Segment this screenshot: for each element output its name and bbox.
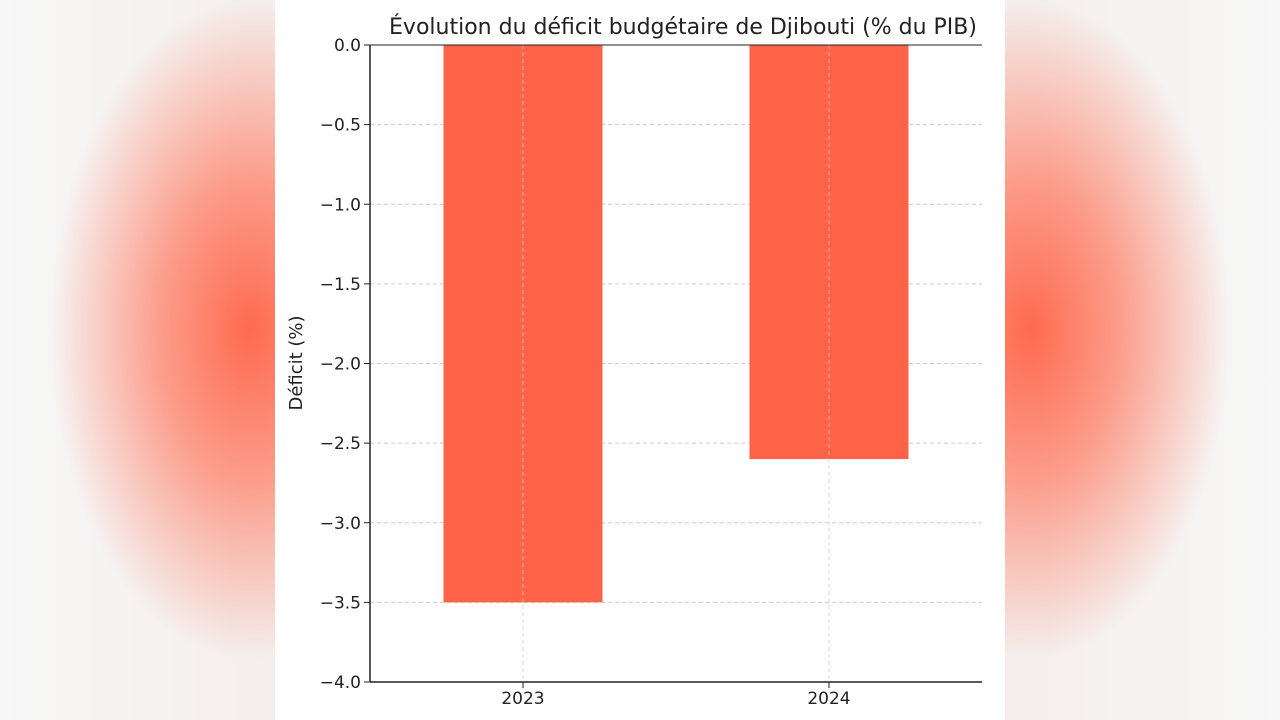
x-tick-label: 2023 (501, 689, 544, 709)
y-tick-label: −2.0 (320, 355, 361, 375)
y-axis-label: Déficit (%) (286, 315, 307, 410)
y-tick-label: −1.0 (320, 195, 361, 215)
x-tick-label: 2024 (807, 689, 850, 709)
bar-chart: 0.0 −0.5 −1.0 −1.5 −2.0 −2.5 −3.0 −3.5 −4.0 2023 2… (286, 14, 982, 709)
y-tick-label: −1.5 (320, 275, 361, 295)
y-tick-label: −0.5 (320, 116, 361, 136)
left-blurred-backdrop (0, 0, 275, 720)
y-tick-label: −2.5 (320, 434, 361, 454)
chart-title: Évolution du déficit budgétaire de Djibo… (389, 14, 977, 40)
right-blurred-backdrop (1005, 0, 1280, 720)
bars-layer (443, 45, 909, 682)
axes-layer: 0.0 −0.5 −1.0 −1.5 −2.0 −2.5 −3.0 −3.5 −4.0 2023 2… (320, 36, 982, 709)
y-tick-label: −4.0 (320, 673, 361, 693)
y-tick-label: 0.0 (334, 36, 361, 56)
y-tick-label: −3.0 (320, 514, 361, 534)
bar-2023 (443, 45, 603, 603)
chart-card: 0.0 −0.5 −1.0 −1.5 −2.0 −2.5 −3.0 −3.5 −4.0 2023 2… (275, 0, 1005, 720)
y-tick-label: −3.5 (320, 593, 361, 613)
